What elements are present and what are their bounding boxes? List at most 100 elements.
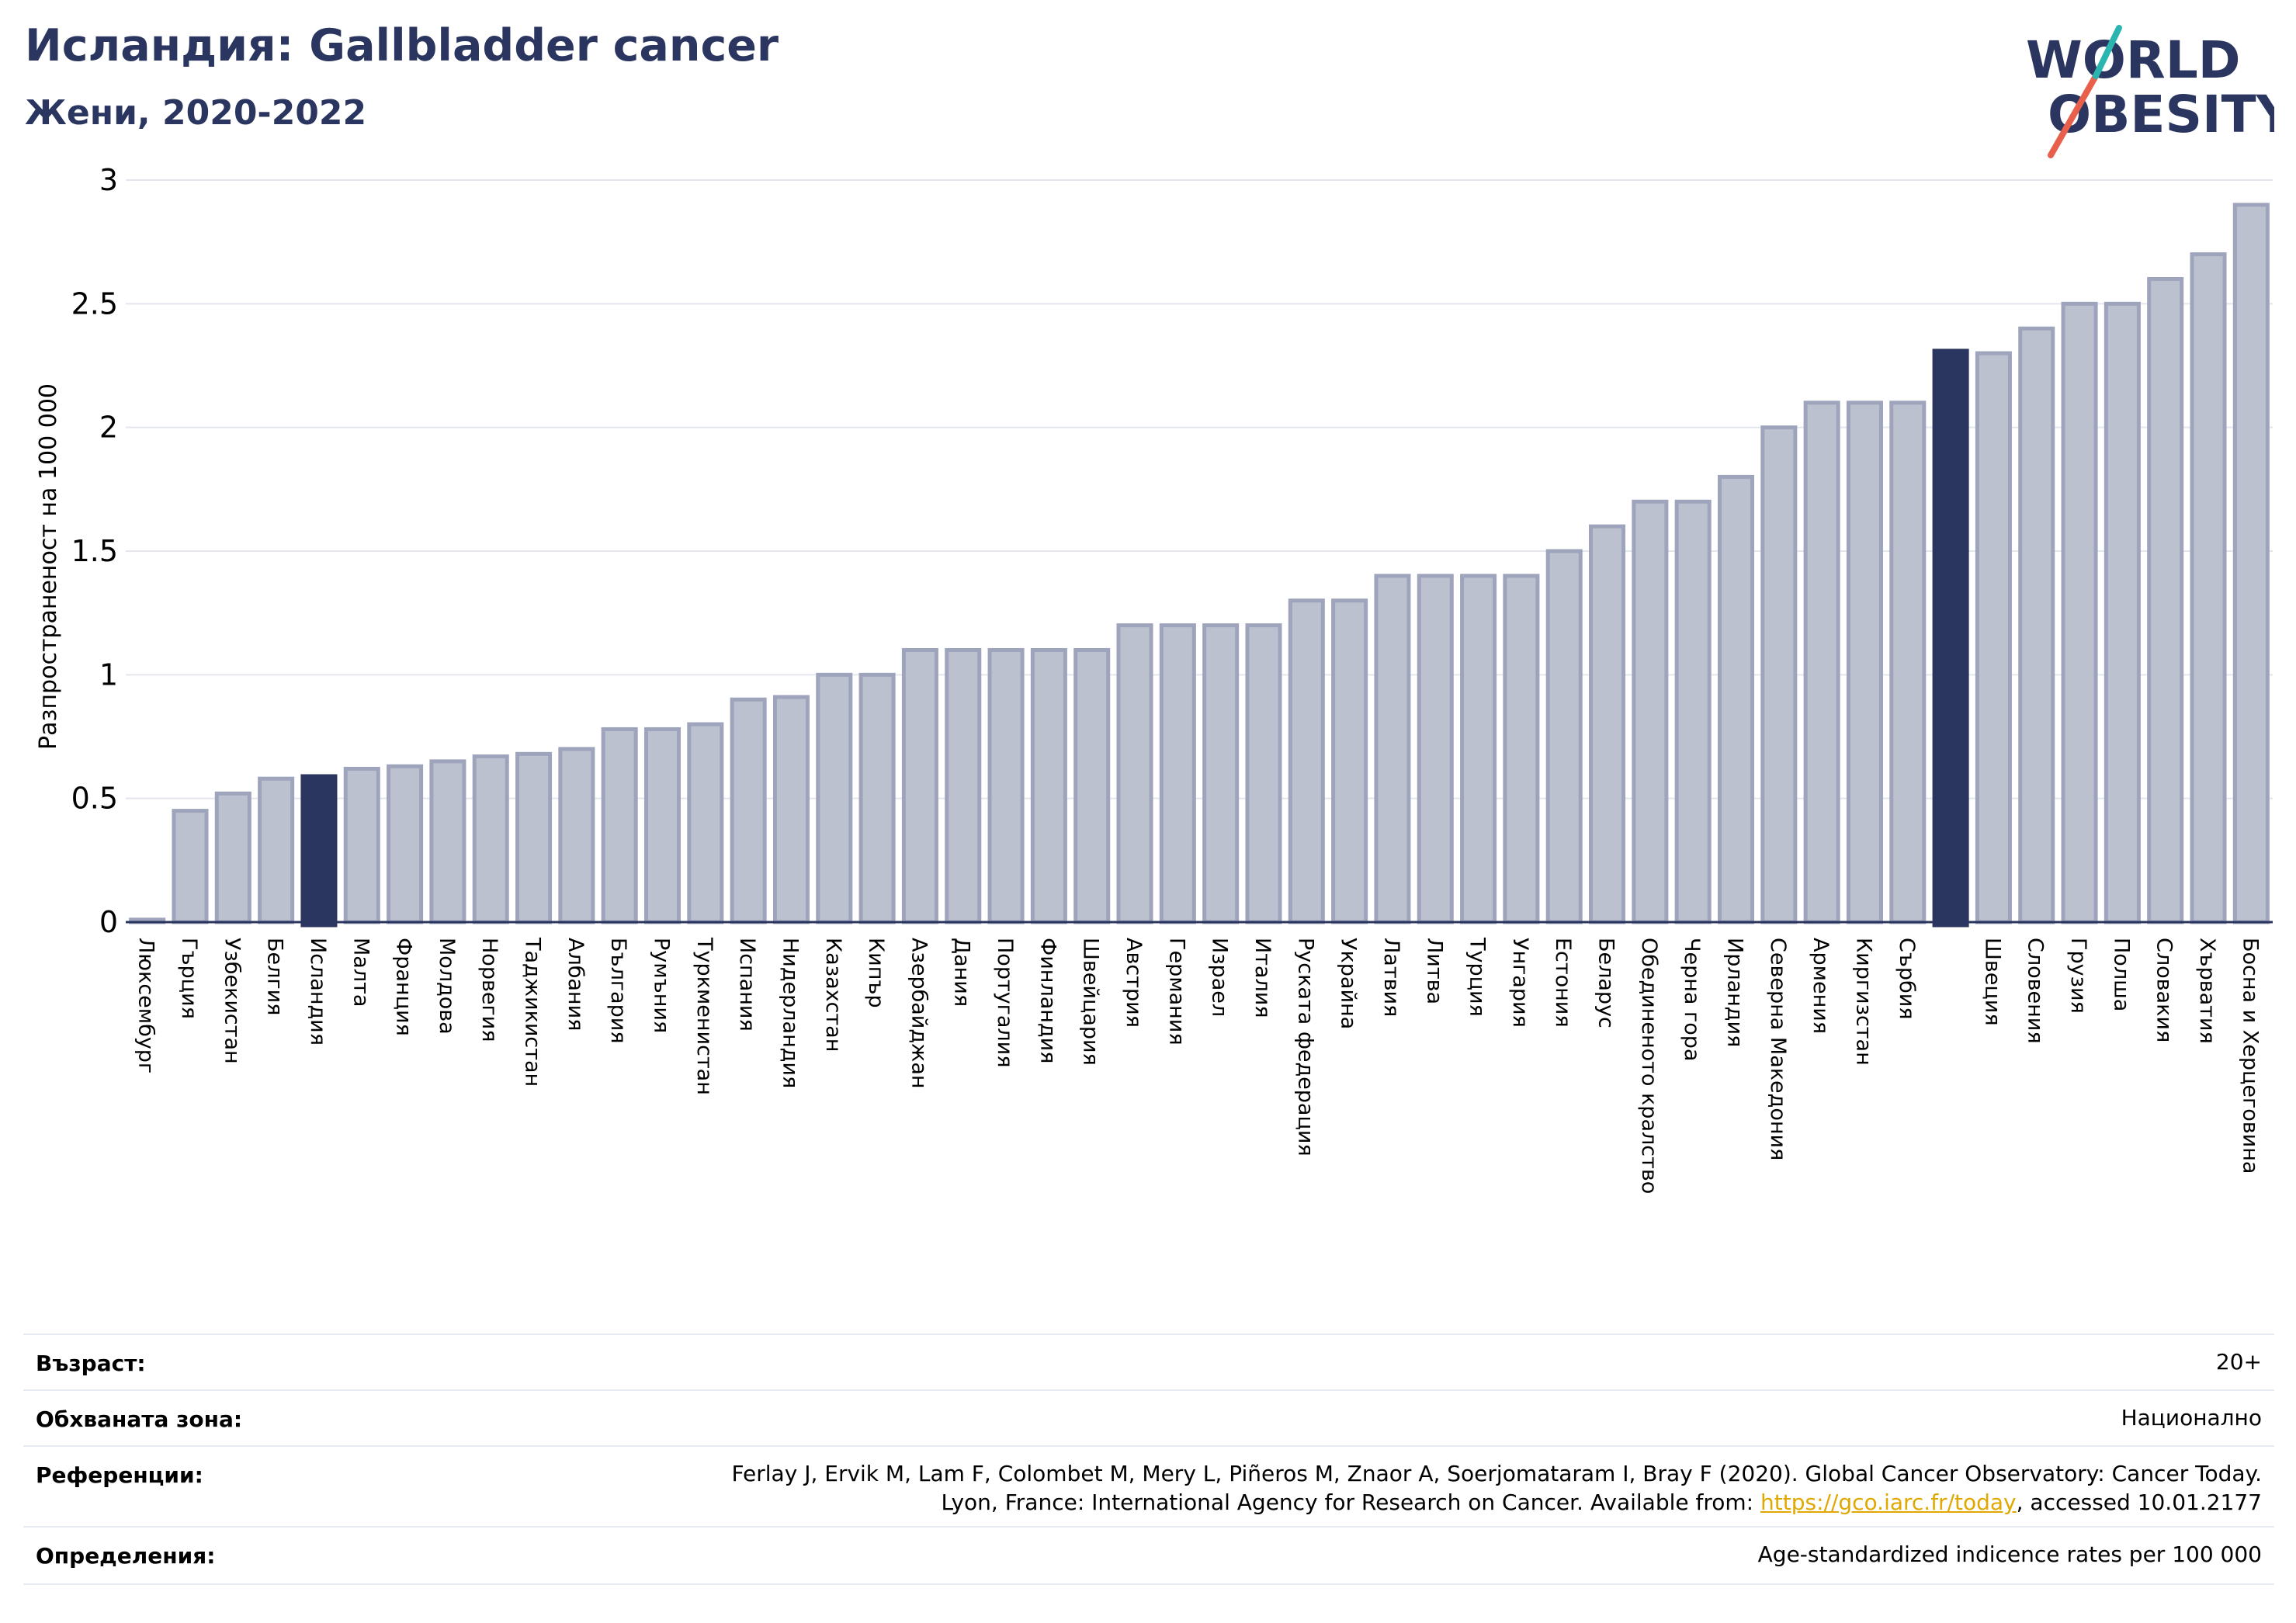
y-tick-label: 2 — [99, 411, 118, 445]
info-value-definitions: Age-standardized indicence rates per 100… — [1757, 1542, 2262, 1567]
bar — [1073, 647, 1111, 924]
info-value-area: Национално — [2121, 1405, 2262, 1431]
y-tick-label: 0.5 — [71, 782, 118, 816]
x-tick-label: Молдова — [435, 938, 459, 1035]
x-tick-label: Норвегия — [477, 938, 501, 1042]
x-tick-label: Белгия — [263, 938, 287, 1015]
logo-slash-teal — [2093, 25, 2122, 79]
x-tick-label: Руската федерация — [1293, 938, 1317, 1157]
y-tick-labels: 0 0.5 1 1.5 2 2.5 3 — [71, 163, 118, 939]
x-tick-label: Нидерландия — [778, 938, 802, 1088]
world-obesity-logo: WORLD OBESITY — [2026, 25, 2274, 158]
bar — [558, 747, 595, 924]
reference-line-2-prefix: Lyon, France: International Agency for R… — [941, 1489, 1760, 1515]
info-label-references: Референции: — [36, 1462, 203, 1488]
bar — [1503, 574, 1540, 924]
bar — [1545, 549, 1583, 924]
x-tick-label: Туркменистан — [692, 937, 716, 1095]
x-tick-label: Босна и Херцеговина — [2238, 938, 2262, 1174]
bar — [1846, 401, 1883, 924]
info-label-age: Възраст: — [36, 1351, 146, 1376]
x-tick-label: Исландия — [306, 938, 330, 1046]
bar — [1245, 623, 1282, 924]
x-tick-label: Полша — [2109, 938, 2133, 1011]
bar — [300, 774, 338, 928]
bar — [1760, 425, 1798, 924]
x-tick-label: Естония — [1551, 938, 1575, 1028]
x-tick-label: Франция — [392, 938, 416, 1036]
chart-subtitle: Жени, 2020-2022 — [25, 93, 367, 133]
bar — [1589, 524, 1626, 924]
reference-link[interactable]: https://gco.iarc.fr/today — [1760, 1489, 2017, 1515]
y-tick-label: 0 — [99, 905, 118, 939]
x-tick-label: Армения — [1809, 938, 1833, 1034]
bar — [1889, 401, 1927, 924]
x-tick-label: Люксембург — [134, 938, 158, 1073]
bar — [1374, 574, 1411, 924]
x-tick-label: Малта — [349, 938, 373, 1007]
bar — [945, 647, 982, 924]
bar — [1202, 623, 1240, 924]
bar — [816, 672, 853, 924]
x-tick-label: Словакия — [2152, 938, 2176, 1042]
x-tick-label: Таджикистан — [521, 937, 545, 1087]
bar — [2018, 326, 2055, 924]
x-tick-label: Унгария — [1508, 938, 1532, 1028]
logo-line1: WORLD — [2026, 30, 2241, 90]
x-tick-label: Италия — [1250, 938, 1275, 1018]
bar — [2190, 252, 2227, 924]
bar — [258, 776, 295, 924]
bar — [1975, 351, 2012, 924]
bar — [2147, 276, 2184, 924]
y-tick-label: 3 — [99, 163, 118, 197]
x-tick-label: Северна Македония — [1766, 938, 1790, 1160]
x-tick-label: Киргизстан — [1851, 938, 1875, 1066]
bar — [472, 754, 509, 924]
x-tick-label: Литва — [1422, 938, 1446, 1004]
reference-line-2: Lyon, France: International Agency for R… — [731, 1488, 2262, 1517]
info-value-references: Ferlay J, Ervik M, Lam F, Colombet M, Me… — [731, 1459, 2262, 1517]
x-tick-label: Казахстан — [821, 938, 845, 1052]
bar — [687, 722, 724, 924]
logo-slash-red — [2048, 73, 2099, 158]
info-row-definitions: Определения: Age-standardized indicence … — [23, 1526, 2274, 1585]
bar — [1159, 623, 1196, 924]
chart-title: Исландия: Gallbladder cancer — [25, 20, 779, 71]
bar — [172, 809, 209, 924]
x-tick-label: Ирландия — [1723, 938, 1747, 1047]
bar — [1632, 499, 1669, 924]
y-tick-label: 1 — [99, 657, 118, 692]
bar — [1717, 474, 1755, 924]
bar — [901, 647, 938, 924]
bar — [772, 695, 810, 924]
x-tick-label: Черна гора — [1680, 938, 1704, 1061]
bar — [1932, 349, 1969, 928]
x-tick-labels: Люксембург Гърция Узбекистан Белгия Исландия… — [134, 937, 2263, 1194]
info-label-area: Обхваната зона: — [36, 1406, 243, 1432]
x-tick-label: Словения — [2024, 938, 2048, 1044]
bar — [515, 751, 553, 924]
y-tick-label: 1.5 — [71, 534, 118, 568]
x-tick-label: Азербайджан — [907, 938, 931, 1089]
x-tick-label: Сърбия — [1895, 938, 1919, 1020]
bar — [2104, 301, 2141, 924]
x-tick-label: Кипър — [864, 938, 888, 1008]
x-tick-label: Турция — [1465, 937, 1490, 1017]
x-tick-label: Финландия — [1035, 938, 1060, 1063]
x-tick-label: Хърватия — [2195, 938, 2219, 1044]
x-tick-label: Узбекистан — [220, 938, 244, 1064]
bar — [601, 727, 638, 924]
bar — [730, 697, 767, 924]
bar — [214, 791, 251, 924]
x-tick-label: Португалия — [993, 938, 1017, 1067]
bar — [1116, 623, 1153, 924]
bars — [126, 203, 2273, 928]
x-tick-label: Гърция — [177, 938, 201, 1019]
bar — [1030, 647, 1067, 924]
bar — [1460, 574, 1497, 924]
x-tick-label: България — [606, 938, 630, 1044]
x-tick-label: Австрия — [1122, 938, 1146, 1028]
info-row-age: Възраст: 20+ — [23, 1333, 2274, 1391]
bar — [987, 647, 1025, 924]
x-tick-label: Испания — [735, 938, 759, 1032]
